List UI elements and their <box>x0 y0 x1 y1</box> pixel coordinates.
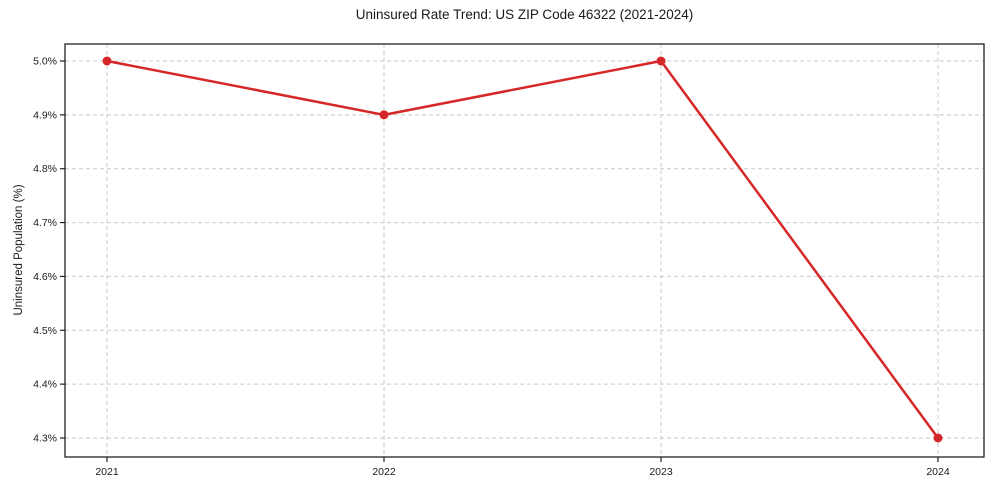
data-point-marker <box>379 110 389 120</box>
y-tick-label: 4.7% <box>33 217 57 229</box>
data-point-marker <box>102 56 112 66</box>
x-tick-label: 2023 <box>649 466 673 478</box>
y-tick-label: 4.8% <box>33 163 57 175</box>
x-tick-label: 2024 <box>926 466 950 478</box>
plot-border <box>64 43 985 458</box>
trend-line <box>105 59 940 440</box>
y-tick-label: 4.5% <box>33 325 57 337</box>
x-tick-label: 2022 <box>372 466 396 478</box>
x-tick-label: 2021 <box>95 466 119 478</box>
y-tick-label: 5.0% <box>33 56 57 68</box>
y-tick-label: 4.9% <box>33 109 57 121</box>
data-point-marker <box>656 56 666 66</box>
y-tick-label: 4.6% <box>33 271 57 283</box>
chart-title: Uninsured Rate Trend: US ZIP Code 46322 … <box>355 7 694 22</box>
y-tick-label: 4.4% <box>33 379 57 391</box>
data-point-marker <box>933 433 943 443</box>
y-tick-label: 4.3% <box>33 432 57 444</box>
